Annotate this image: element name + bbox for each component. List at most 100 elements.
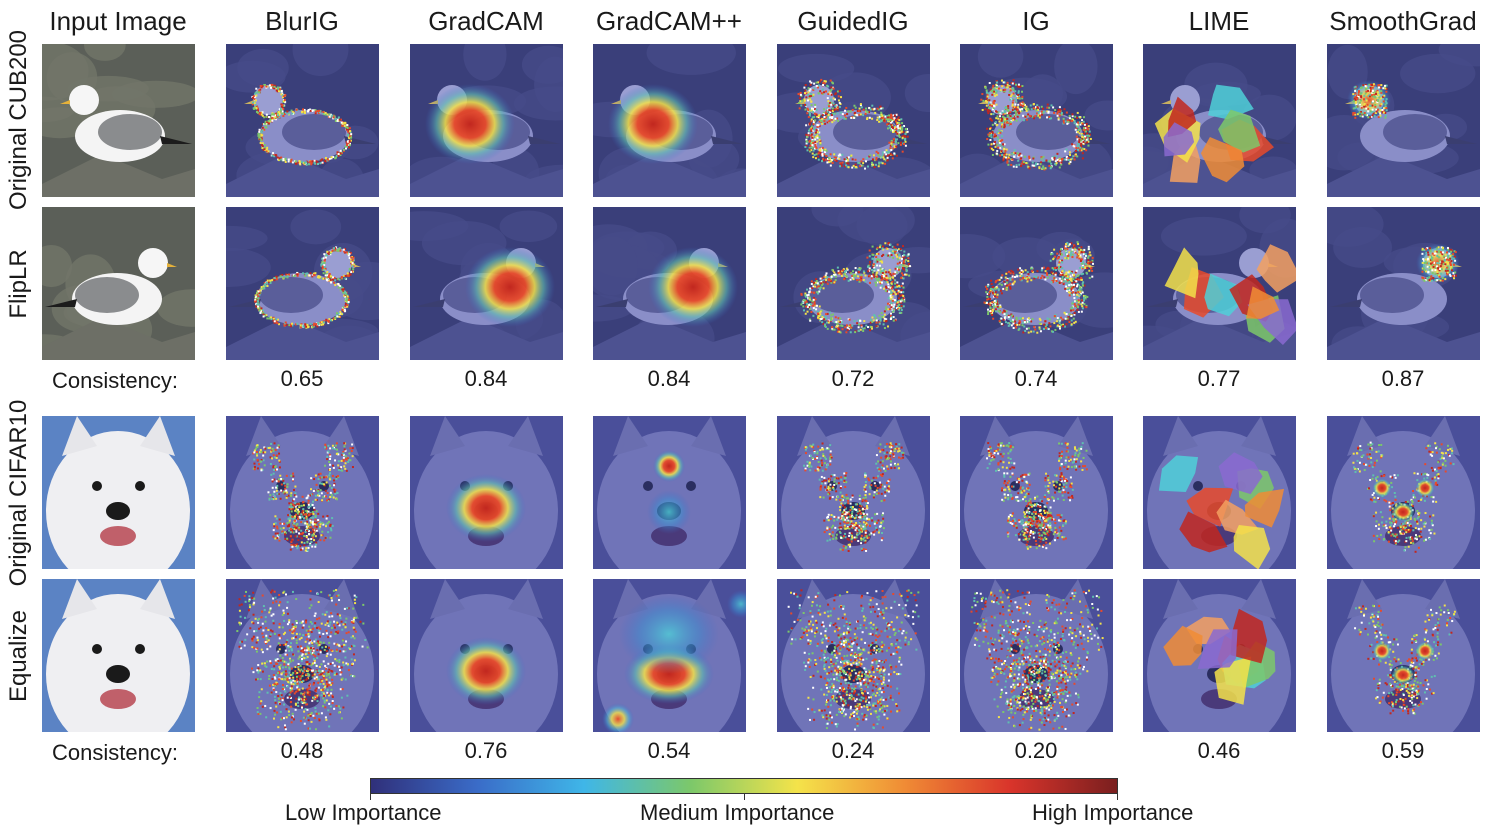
bird-tail [596, 299, 628, 307]
lime-segment [1200, 137, 1245, 183]
lime-segment [1208, 84, 1254, 120]
lime-segment [1204, 273, 1243, 317]
dog-mouth [284, 526, 320, 546]
rock-shape [1054, 44, 1098, 95]
rock-shape [157, 289, 195, 327]
dog-ear [62, 579, 97, 619]
rock-shape [226, 247, 271, 288]
dog-ear [875, 416, 910, 456]
consistency-value: 0.84 [647, 366, 691, 391]
heat-blob [648, 247, 738, 327]
rock-shape [226, 317, 379, 360]
bird-tail [160, 136, 192, 144]
dog-mouth [100, 689, 136, 709]
rock-shape [42, 154, 195, 197]
dog-mouth [100, 526, 136, 546]
dog-ear [508, 579, 543, 619]
input-image [42, 207, 195, 360]
lime-segment [1230, 608, 1268, 664]
bird-beak [60, 100, 70, 104]
dog-nose [106, 502, 130, 520]
dog-ear [430, 416, 465, 456]
rock-shape [1400, 53, 1476, 94]
attribution-map [226, 207, 379, 360]
attribution-map [226, 44, 379, 197]
attribution-speckles [970, 589, 1104, 731]
attribution-map [593, 579, 746, 732]
attribution-map [593, 44, 746, 197]
bird-wing [833, 114, 897, 150]
attribution-map [410, 207, 563, 360]
rock-shape [960, 317, 1113, 360]
dog-ear [1347, 416, 1382, 456]
bird-tail [45, 299, 77, 307]
attribution-map [593, 207, 746, 360]
dog-head [46, 431, 190, 569]
lime-segments [1154, 84, 1274, 183]
dog-ear [246, 416, 281, 456]
dog-eye [1010, 644, 1020, 654]
attribution-speckles [797, 78, 909, 170]
bird-wing [259, 277, 323, 313]
consistency-label-1: Consistency: [52, 368, 178, 393]
rock-shape [42, 244, 73, 288]
attribution-speckles [800, 242, 912, 334]
rock-shape [593, 236, 638, 296]
lime-segment [1197, 629, 1238, 669]
attribution-map [1327, 207, 1480, 360]
lime-segment [1244, 488, 1285, 528]
dog-ear [797, 416, 832, 456]
dog-ear [1058, 579, 1093, 619]
consistency-value: 0.20 [1014, 738, 1058, 763]
attribution-map [226, 416, 379, 569]
dog-eye [135, 644, 145, 654]
heat-blob [1415, 478, 1435, 498]
attribution-speckles [251, 83, 353, 166]
attribution-map [410, 579, 563, 732]
bird-tail [528, 136, 560, 144]
attribution-speckles [983, 241, 1095, 334]
heat-blob [465, 247, 555, 327]
heat-blob [1415, 641, 1435, 661]
attribution-map [960, 44, 1113, 197]
attribution-speckles [803, 442, 905, 552]
rock-shape [778, 53, 855, 84]
consistency-value: 0.46 [1197, 738, 1241, 763]
heat-blob [425, 84, 515, 164]
attribution-map [960, 579, 1113, 732]
attribution-map [1143, 207, 1296, 360]
rock-shape [777, 154, 930, 197]
dog-ear [430, 579, 465, 619]
attribution-map [226, 579, 379, 732]
rock-shape [463, 44, 507, 81]
attribution-map [960, 207, 1113, 360]
consistency-label-2: Consistency: [52, 740, 178, 765]
column-title-3: GradCAM++ [596, 6, 742, 36]
bird-wing [810, 277, 874, 313]
dog-eye [643, 481, 653, 491]
bird-tail [1146, 299, 1178, 307]
lime-segment [1218, 109, 1261, 153]
rock-shape [977, 44, 1024, 78]
heat-blob [602, 703, 634, 732]
dog-head [781, 431, 925, 569]
input-image [42, 416, 195, 569]
bird-head [138, 248, 168, 278]
attribution-map [1143, 416, 1296, 569]
row-label-equalize: Equalize [5, 609, 32, 703]
rock-shape [290, 209, 342, 245]
lime-segment [1158, 455, 1199, 492]
colorbar-label-low: Low Importance [285, 800, 442, 825]
dog-eye [1053, 481, 1063, 491]
bird-tail [1445, 136, 1477, 144]
lime-segment [1163, 122, 1195, 157]
dog-eye [135, 481, 145, 491]
dog-ear [1241, 416, 1276, 456]
dog-ear [875, 579, 910, 619]
dog-ear [1425, 579, 1460, 619]
rock-shape [42, 317, 195, 360]
column-title-1: BlurIG [265, 6, 339, 36]
dog-ear [1425, 416, 1460, 456]
attribution-map [1143, 44, 1296, 197]
attribution-map [410, 416, 563, 569]
